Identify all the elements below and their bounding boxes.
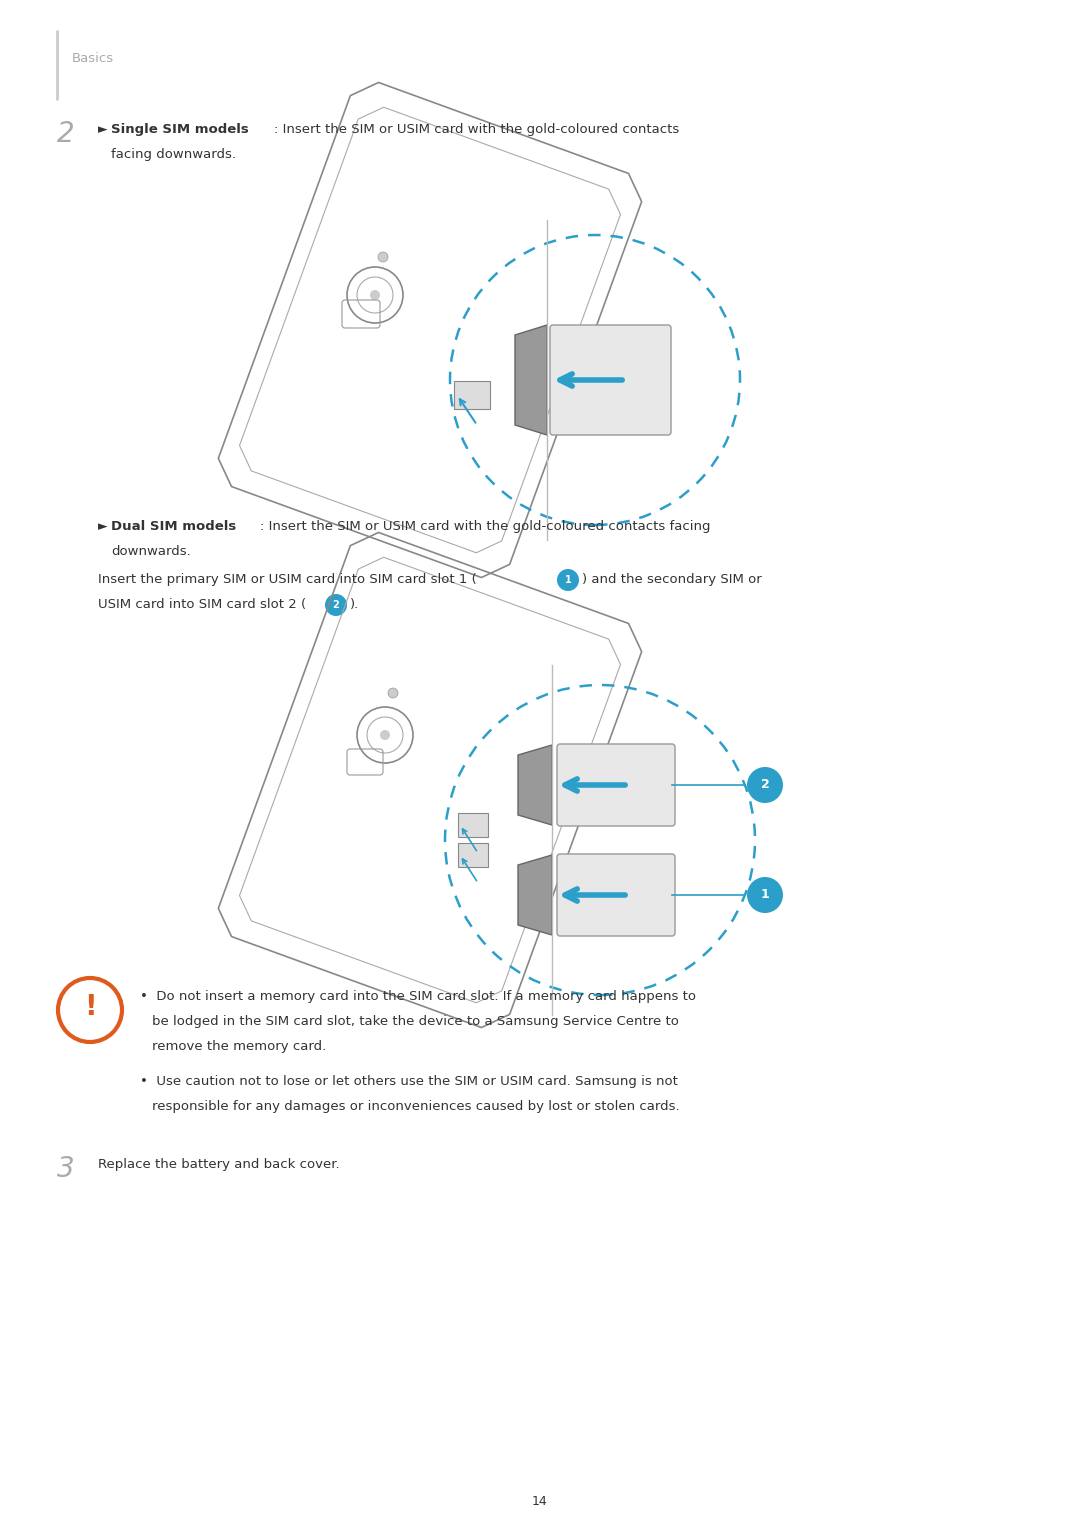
Text: facing downwards.: facing downwards. [111,148,237,160]
Text: Basics: Basics [72,52,114,64]
Text: Dual SIM models: Dual SIM models [111,521,237,533]
Text: Insert the primary SIM or USIM card into SIM card slot 1 (: Insert the primary SIM or USIM card into… [98,573,476,586]
Text: 2: 2 [760,779,769,791]
FancyBboxPatch shape [557,744,675,826]
Text: downwards.: downwards. [111,545,191,557]
Circle shape [370,290,380,299]
Text: Single SIM models: Single SIM models [111,124,248,136]
Text: ).: ). [350,599,360,611]
Text: •  Do not insert a memory card into the SIM card slot. If a memory card happens : • Do not insert a memory card into the S… [140,989,696,1003]
Text: : Insert the SIM or USIM card with the gold-coloured contacts facing: : Insert the SIM or USIM card with the g… [260,521,711,533]
Text: remove the memory card.: remove the memory card. [152,1040,326,1054]
Text: 2: 2 [57,121,75,148]
Text: responsible for any damages or inconveniences caused by lost or stolen cards.: responsible for any damages or inconveni… [152,1099,679,1113]
FancyBboxPatch shape [557,854,675,936]
Polygon shape [458,812,488,837]
Polygon shape [454,382,490,409]
Circle shape [378,252,388,263]
Circle shape [557,570,579,591]
Text: ►: ► [98,521,108,533]
Text: : Insert the SIM or USIM card with the gold-coloured contacts: : Insert the SIM or USIM card with the g… [274,124,679,136]
Polygon shape [518,855,552,935]
Polygon shape [458,843,488,867]
Circle shape [388,689,399,698]
Text: Replace the battery and back cover.: Replace the battery and back cover. [98,1157,339,1171]
Text: 14: 14 [532,1495,548,1509]
Text: 1: 1 [565,576,571,585]
Text: 3: 3 [57,1154,75,1183]
Polygon shape [518,745,552,825]
Text: !: ! [83,993,96,1022]
Circle shape [325,594,347,615]
Text: •  Use caution not to lose or let others use the SIM or USIM card. Samsung is no: • Use caution not to lose or let others … [140,1075,678,1089]
FancyBboxPatch shape [550,325,671,435]
Circle shape [380,730,390,741]
Text: ►: ► [98,124,108,136]
Circle shape [747,876,783,913]
Text: 2: 2 [333,600,339,609]
Text: USIM card into SIM card slot 2 (: USIM card into SIM card slot 2 ( [98,599,306,611]
Circle shape [747,767,783,803]
Text: 1: 1 [760,889,769,901]
Polygon shape [515,325,546,435]
Text: be lodged in the SIM card slot, take the device to a Samsung Service Centre to: be lodged in the SIM card slot, take the… [152,1015,679,1028]
Text: ) and the secondary SIM or: ) and the secondary SIM or [582,573,761,586]
